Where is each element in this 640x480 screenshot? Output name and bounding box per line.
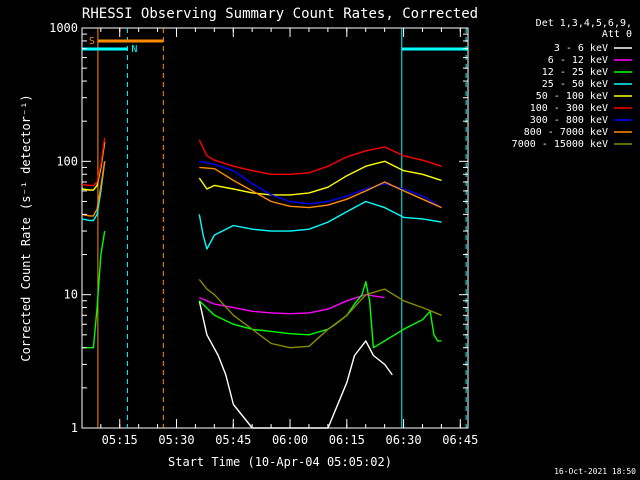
flag-label: N	[131, 44, 137, 55]
chart-title: RHESSI Observing Summary Count Rates, Co…	[82, 6, 478, 22]
y-tick-label: 100	[56, 154, 78, 168]
y-axis-label: Corrected Count Rate (s⁻¹ detector⁻¹)	[19, 94, 33, 361]
x-axis: 05:15 05:30 05:45 06:00 06:15 06:30 06:45	[100, 28, 478, 447]
series-line	[81, 137, 106, 187]
y-axis: 1 10 100 1000	[49, 21, 468, 435]
series-line	[81, 161, 106, 217]
series-line	[198, 281, 442, 349]
legend-header-line-2: Att 0	[602, 29, 632, 40]
y-tick-label: 1000	[49, 21, 78, 35]
x-tick-label: 05:30	[158, 433, 194, 447]
x-tick-label: 05:15	[102, 433, 138, 447]
footer-timestamp: 16-Oct-2021 18:50	[554, 467, 636, 476]
x-tick-label: 06:15	[329, 433, 365, 447]
series-line	[199, 160, 442, 209]
series-line	[82, 230, 106, 349]
series-line	[198, 300, 393, 429]
legend-label: 50 - 100 keV	[536, 91, 608, 102]
plot-area: SN	[81, 28, 468, 429]
x-axis-label: Start Time (10-Apr-04 05:05:02)	[168, 455, 392, 469]
x-tick-label: 06:45	[442, 433, 478, 447]
legend-label: 100 - 300 keV	[530, 103, 608, 114]
series-line	[199, 294, 385, 315]
legend-label: 12 - 25 keV	[542, 67, 608, 78]
legend-label: 3 - 6 keV	[554, 43, 608, 54]
y-tick-label: 1	[71, 421, 78, 435]
legend-label: 7000 - 15000 keV	[512, 139, 608, 150]
legend-label: 300 - 800 keV	[530, 115, 608, 126]
legend-label: 25 - 50 keV	[542, 79, 608, 90]
series-line	[198, 279, 442, 349]
legend-label: 6 - 12 keV	[548, 55, 608, 66]
legend-header-line-1: Det 1,3,4,5,6,9,	[536, 18, 632, 29]
legend-label: 800 - 7000 keV	[524, 127, 608, 138]
series-line	[198, 200, 442, 250]
series-line	[199, 166, 442, 209]
series-line	[198, 139, 442, 176]
x-tick-label: 05:45	[215, 433, 251, 447]
y-tick-label: 10	[64, 288, 78, 302]
x-tick-label: 06:00	[272, 433, 308, 447]
x-tick-label: 06:30	[385, 433, 421, 447]
plot-frame	[81, 27, 469, 429]
flag-label: S	[89, 36, 95, 47]
series-line	[198, 160, 442, 196]
